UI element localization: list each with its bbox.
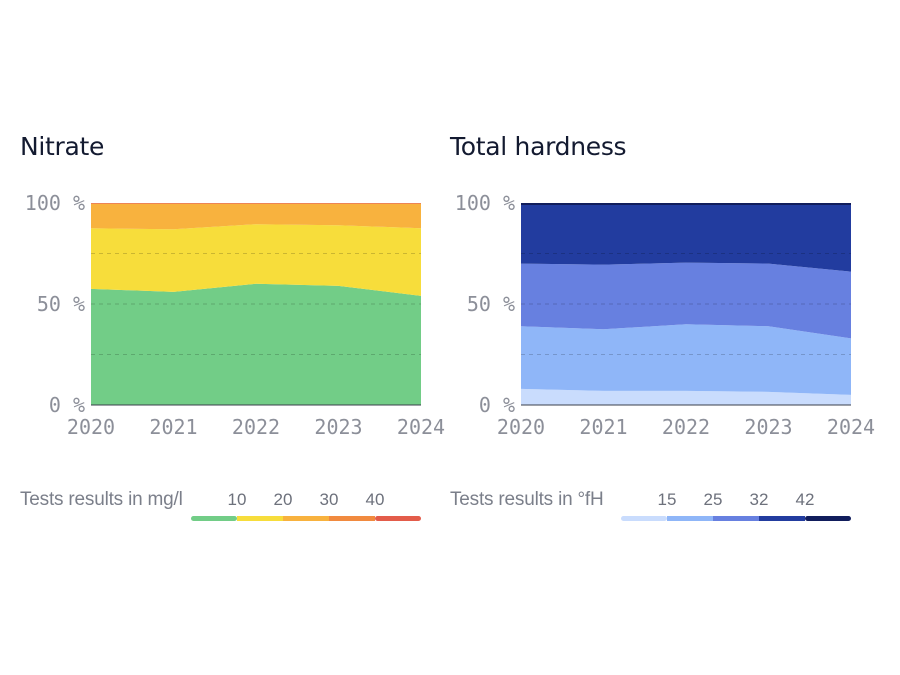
area-band-0-1 xyxy=(91,224,421,296)
x-tick-label-0-2: 2022 xyxy=(232,415,280,439)
legend-swatch-1-4 xyxy=(805,516,851,521)
nitrate-legend-scale: 10 20 30 40 xyxy=(191,490,421,521)
legend-swatch-0-2 xyxy=(283,516,329,521)
x-tick-label-1-2: 2022 xyxy=(662,415,710,439)
area-band-0-2 xyxy=(91,204,421,230)
area-band-1-2 xyxy=(521,262,851,339)
legend-threshold-0-3: 40 xyxy=(366,490,385,509)
legend-swatch-0-1 xyxy=(237,516,283,521)
area-band-0-0 xyxy=(91,283,421,405)
y-tick-label-0-1: 50 % xyxy=(37,292,85,316)
legend-swatch-0-3 xyxy=(329,516,375,521)
area-band-1-0 xyxy=(521,388,851,405)
area-band-1-1 xyxy=(521,324,851,395)
legend-threshold-1-2: 32 xyxy=(750,490,769,509)
legend-swatch-0-4 xyxy=(375,516,421,521)
x-tick-label-0-0: 2020 xyxy=(67,415,115,439)
legend-swatch-1-1 xyxy=(667,516,713,521)
nitrate-area-chart: 0 % 50 % 100 % 2020 2021 2022 2023 2024 xyxy=(25,191,445,439)
x-tick-label-0-4: 2024 xyxy=(397,415,445,439)
area-band-0-3 xyxy=(91,203,421,205)
legend-swatch-1-0 xyxy=(621,516,667,521)
y-tick-label-1-2: 100 % xyxy=(455,191,515,215)
legend-threshold-1-0: 15 xyxy=(658,490,677,509)
area-band-1-4 xyxy=(521,203,851,206)
hardness-legend-title: Tests results in °fH xyxy=(450,489,604,510)
hardness-legend-scale: 15 25 32 42 xyxy=(621,490,851,521)
x-tick-label-1-3: 2023 xyxy=(744,415,792,439)
y-tick-label-0-2: 100 % xyxy=(25,191,85,215)
nitrate-legend-title: Tests results in mg/l xyxy=(20,489,183,510)
x-tick-label-1-0: 2020 xyxy=(497,415,545,439)
legend-swatch-0-0 xyxy=(191,516,237,521)
area-band-1-3 xyxy=(521,205,851,272)
hardness-chart-title: Total hardness xyxy=(450,132,627,161)
x-tick-label-0-1: 2021 xyxy=(149,415,197,439)
legend-threshold-1-1: 25 xyxy=(704,490,723,509)
y-tick-label-0-0: 0 % xyxy=(49,393,85,417)
x-tick-label-0-3: 2023 xyxy=(314,415,362,439)
y-tick-label-1-1: 50 % xyxy=(467,292,515,316)
x-tick-label-1-1: 2021 xyxy=(579,415,627,439)
x-tick-label-1-4: 2024 xyxy=(827,415,875,439)
legend-threshold-0-2: 30 xyxy=(320,490,339,509)
y-tick-label-1-0: 0 % xyxy=(479,393,515,417)
legend-threshold-1-3: 42 xyxy=(796,490,815,509)
nitrate-chart-title: Nitrate xyxy=(20,132,105,161)
legend-swatch-1-2 xyxy=(713,516,759,521)
hardness-area-chart: 0 % 50 % 100 % 2020 2021 2022 2023 2024 xyxy=(455,191,875,439)
legend-threshold-0-0: 10 xyxy=(228,490,247,509)
legend-threshold-0-1: 20 xyxy=(274,490,293,509)
legend-swatch-1-3 xyxy=(759,516,805,521)
